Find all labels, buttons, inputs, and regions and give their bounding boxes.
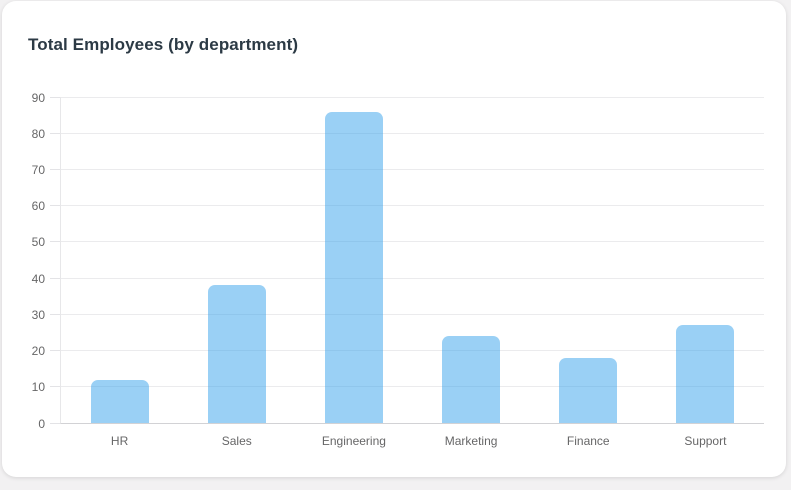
y-tick-label-80: 80	[31, 126, 45, 141]
y-tick-label-30: 30	[31, 307, 45, 322]
gridline-y-10	[61, 386, 764, 388]
y-tick-label-20: 20	[31, 344, 45, 359]
bar-engineering[interactable]	[324, 111, 383, 423]
y-tickmark-80	[50, 132, 60, 134]
gridline-y-20	[61, 350, 764, 352]
gridline-y-50	[61, 241, 764, 243]
gridline-y-60	[61, 205, 764, 207]
gridline-y-70	[61, 168, 764, 170]
y-tick-label-10: 10	[31, 380, 45, 395]
y-tickmark-30	[50, 313, 60, 315]
y-tickmark-40	[50, 277, 60, 279]
y-tickmark-20	[50, 350, 60, 352]
y-tick-label-0: 0	[38, 416, 45, 431]
bar-hr[interactable]	[90, 379, 149, 423]
y-tickmark-0	[50, 422, 60, 424]
y-tick-label-90: 90	[31, 90, 45, 105]
bar-finance[interactable]	[559, 357, 618, 423]
y-tick-label-50: 50	[31, 235, 45, 250]
y-tickmark-50	[50, 241, 60, 243]
x-tick-label-hr: HR	[110, 434, 129, 448]
gridline-y-80	[61, 132, 764, 134]
gridline-y-30	[61, 313, 764, 315]
x-tick-label-support: Support	[684, 434, 727, 448]
x-tick-label-finance: Finance	[566, 434, 610, 448]
y-tickmark-60	[50, 205, 60, 207]
bar-marketing[interactable]	[442, 336, 501, 423]
bar-chart-plot[interactable]: 0 10 20 30 40 50 60 70 80 90 HR Sales Engineering Mar…	[32, 92, 764, 448]
bar-sales[interactable]	[207, 285, 266, 423]
chart-card: Total Employees (by department) 0 10 20 30 4…	[2, 1, 786, 477]
bar-support[interactable]	[676, 325, 735, 423]
gridline-y-40	[61, 277, 764, 279]
y-tickmark-70	[50, 168, 60, 170]
chart-title: Total Employees (by department)	[28, 35, 299, 54]
x-tick-label-marketing: Marketing	[444, 434, 498, 448]
gridline-y-90	[61, 96, 764, 98]
x-tick-label-engineering: Engineering	[321, 434, 386, 448]
y-tickmark-90	[50, 96, 60, 98]
y-tick-label-60: 60	[31, 199, 45, 214]
x-tick-label-sales: Sales	[221, 434, 252, 448]
y-tickmark-10	[50, 386, 60, 388]
y-tick-label-70: 70	[31, 162, 45, 177]
y-tick-label-40: 40	[31, 271, 45, 286]
